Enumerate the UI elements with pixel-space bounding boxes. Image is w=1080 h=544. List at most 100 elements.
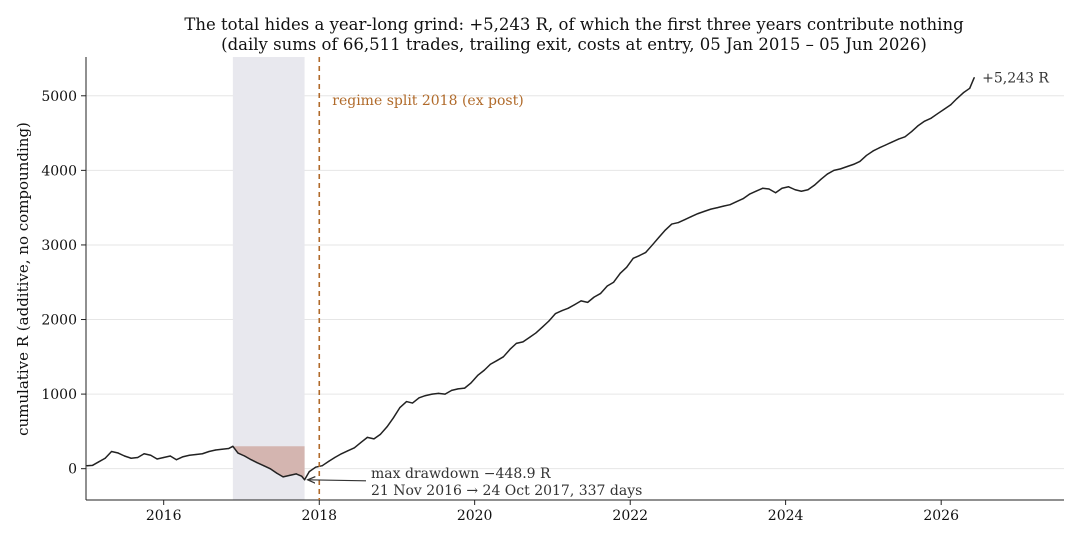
data-point — [282, 476, 284, 478]
data-point — [936, 113, 939, 115]
data-point — [137, 456, 139, 459]
data-point — [722, 205, 725, 207]
data-point — [535, 332, 537, 334]
data-point — [600, 292, 602, 295]
data-point — [962, 92, 964, 94]
data-point — [256, 462, 258, 464]
data-point — [580, 300, 582, 302]
data-point — [528, 336, 531, 339]
x-tick-label: 2022 — [612, 508, 648, 524]
drawdown-fill — [232, 446, 305, 480]
data-point — [228, 447, 230, 450]
data-point — [353, 447, 355, 449]
data-point — [742, 198, 744, 200]
data-point — [195, 453, 197, 456]
data-point — [303, 479, 306, 481]
axes: 0 1000 2000 3000 4000 5000 2016 2018 2020 2022 202… — [41, 57, 1064, 524]
data-point — [237, 452, 239, 454]
data-point — [405, 400, 408, 403]
data-point — [437, 392, 440, 394]
data-point — [846, 166, 848, 168]
data-point — [606, 285, 608, 287]
drawdown-period-shade — [232, 57, 305, 500]
y-tick-label: 3000 — [41, 238, 77, 254]
data-point — [464, 387, 466, 389]
chart-subtitle: (daily sums of 66,511 trades, trailing e… — [221, 35, 927, 54]
drawdown-period-band — [232, 57, 305, 500]
data-point — [755, 190, 757, 192]
data-point — [716, 207, 719, 209]
data-point — [169, 455, 171, 457]
data-point — [956, 98, 958, 100]
data-point — [787, 186, 790, 188]
drawdown-arrow — [308, 480, 367, 481]
x-tick-label: 2026 — [923, 508, 959, 524]
data-point — [232, 445, 234, 447]
data-point — [735, 201, 738, 203]
data-point — [878, 147, 880, 149]
data-point — [833, 169, 835, 171]
data-point — [839, 168, 842, 170]
data-point — [885, 144, 887, 146]
data-point — [807, 189, 809, 191]
data-point — [418, 397, 420, 399]
data-point — [710, 208, 712, 210]
data-point — [775, 192, 777, 194]
data-point — [175, 459, 178, 461]
x-tick-label: 2020 — [457, 508, 493, 524]
data-point — [295, 473, 297, 475]
data-point — [110, 450, 113, 453]
data-point — [930, 117, 932, 119]
data-point — [489, 363, 491, 365]
y-tick-label: 5000 — [41, 89, 77, 105]
data-point — [366, 436, 368, 438]
data-point — [431, 393, 433, 395]
y-tick-label: 2000 — [41, 313, 77, 329]
y-tick-label: 4000 — [41, 163, 77, 179]
regime-split-label: regime split 2018 (ex post) — [332, 93, 523, 109]
data-point — [904, 136, 906, 138]
y-tick-label: 1000 — [41, 387, 77, 403]
data-point — [748, 193, 751, 195]
data-point — [651, 244, 653, 246]
data-point — [548, 320, 550, 322]
data-point — [156, 458, 158, 460]
data-point — [386, 426, 388, 428]
data-point — [263, 465, 265, 467]
data-point — [800, 190, 802, 192]
data-point — [950, 104, 952, 106]
data-point — [483, 369, 485, 371]
data-point — [632, 257, 634, 259]
data-point — [334, 456, 336, 459]
data-point — [182, 456, 184, 458]
data-point — [470, 382, 472, 384]
data-point — [865, 154, 868, 157]
data-point — [943, 108, 945, 110]
data-point — [813, 184, 815, 186]
data-point — [215, 449, 217, 451]
gridlines — [86, 95, 1064, 470]
y-axis-label: cumulative R (additive, no compounding) — [14, 122, 32, 436]
data-point — [379, 433, 381, 435]
data-point — [321, 465, 323, 467]
data-point — [221, 448, 223, 450]
data-point — [301, 475, 303, 477]
data-point — [250, 459, 252, 461]
data-point — [91, 464, 94, 466]
data-point — [626, 266, 628, 268]
data-point — [502, 356, 504, 358]
data-point — [444, 393, 446, 395]
x-tick-label: 2018 — [301, 508, 337, 524]
drawdown-annotation-line2: 21 Nov 2016 → 24 Oct 2017, 337 days — [371, 483, 642, 499]
data-point — [781, 187, 783, 189]
data-point — [347, 450, 349, 452]
data-point — [820, 178, 822, 180]
series-line — [86, 77, 975, 481]
data-point — [130, 457, 132, 459]
data-point — [619, 272, 621, 274]
data-point — [163, 456, 165, 459]
data-point — [762, 187, 764, 189]
data-point — [117, 452, 119, 454]
data-point — [969, 87, 971, 89]
